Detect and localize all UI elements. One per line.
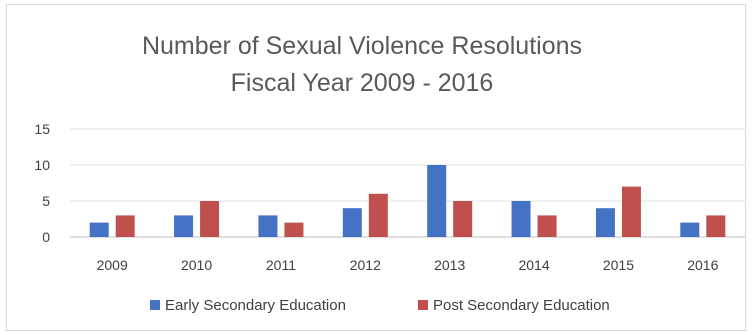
bar-post-secondary-2015 (621, 186, 641, 237)
bar-early-secondary-2009 (89, 222, 109, 237)
y-axis-ticks: 0 5 10 15 (34, 121, 50, 245)
bar-post-secondary-2013 (453, 201, 473, 237)
x-tick-label: 2012 (350, 257, 381, 273)
chart-title-line-1: Number of Sexual Violence Resolutions (142, 32, 582, 60)
y-tick-label: 5 (42, 193, 50, 209)
x-tick-label: 2011 (266, 257, 296, 273)
bar-early-secondary-2014 (511, 201, 531, 237)
bar-post-secondary-2010 (200, 201, 220, 237)
legend: Early Secondary Education Post Secondary… (150, 297, 610, 314)
bar-post-secondary-2014 (537, 215, 557, 237)
legend-swatch-post-secondary (418, 300, 428, 310)
x-tick-label: 2014 (518, 257, 549, 273)
gridlines (70, 128, 745, 238)
chart-frame (6, 4, 746, 331)
x-tick-label: 2013 (434, 257, 465, 273)
legend-label-post-secondary: Post Secondary Education (433, 297, 610, 314)
legend-label-early-secondary: Early Secondary Education (165, 297, 346, 314)
x-tick-label: 2009 (97, 257, 128, 273)
bar-post-secondary-2016 (706, 215, 726, 237)
bar-early-secondary-2011 (258, 215, 278, 237)
chart-title-line-2: Fiscal Year 2009 - 2016 (231, 69, 494, 97)
y-tick-label: 10 (34, 157, 50, 173)
bar-post-secondary-2009 (115, 215, 135, 237)
bar-post-secondary-2012 (368, 193, 388, 237)
bars (89, 165, 726, 237)
bar-early-secondary-2013 (427, 165, 447, 237)
x-tick-label: 2015 (603, 257, 634, 273)
bar-post-secondary-2011 (284, 222, 304, 237)
bar-early-secondary-2016 (680, 222, 700, 237)
bar-early-secondary-2015 (595, 208, 615, 237)
y-tick-label: 0 (42, 229, 50, 245)
legend-swatch-early-secondary (150, 300, 160, 310)
x-tick-label: 2016 (687, 257, 718, 273)
bar-early-secondary-2012 (342, 208, 362, 237)
x-axis-ticks: 2009 2010 2011 2012 2013 2014 2015 2016 (97, 257, 719, 273)
x-tick-label: 2010 (181, 257, 212, 273)
bar-early-secondary-2010 (174, 215, 194, 237)
y-tick-label: 15 (34, 121, 50, 137)
